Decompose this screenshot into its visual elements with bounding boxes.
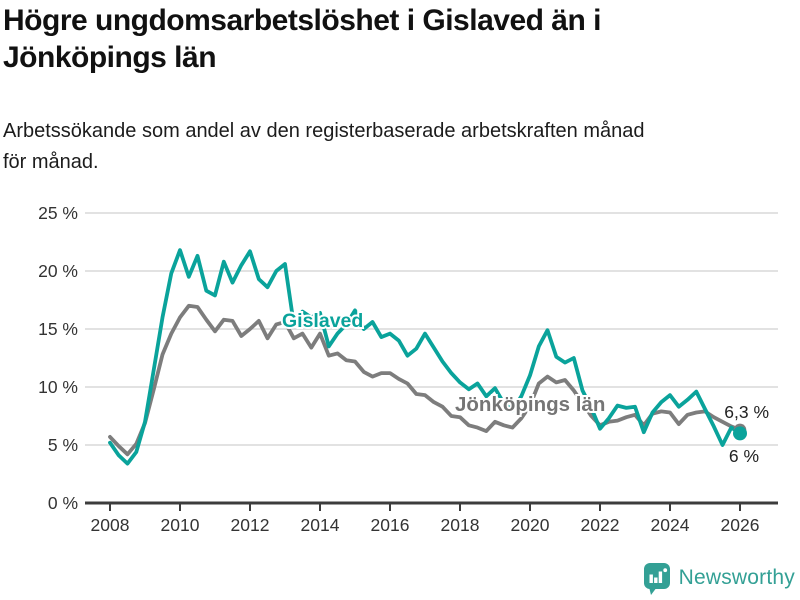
x-tick-label: 2020	[511, 515, 550, 535]
chart-header: Högre ungdomsarbetslöshet i Gislaved än …	[3, 2, 783, 76]
y-tick-label: 15 %	[38, 319, 78, 339]
x-tick-label: 2010	[161, 515, 200, 535]
y-tick-label: 10 %	[38, 377, 78, 397]
chart-subtitle: Arbetssökande som andel av den registerb…	[3, 116, 773, 178]
series-label-jonkopings-lan: Jönköpings län	[455, 393, 605, 416]
series-label-gislaved: Gislaved	[282, 310, 363, 332]
logo-bar-3	[658, 571, 662, 583]
series-line-jonkopings-lan	[108, 303, 742, 457]
subtitle-line-2: för månad.	[3, 151, 99, 173]
x-tick-label: 2014	[301, 515, 340, 535]
x-tick-label: 2018	[441, 515, 480, 535]
y-tick-label: 0 %	[48, 493, 78, 513]
series-line-gislaved	[108, 248, 742, 466]
page-title: Högre ungdomsarbetslöshet i Gislaved än …	[3, 2, 783, 76]
series-end-dot-gislaved	[733, 426, 747, 441]
end-value-label-gislaved: 6 %	[729, 446, 759, 466]
logo-bar-1	[649, 574, 653, 583]
end-value-label-jonkopings-lan: 6,3 %	[724, 402, 769, 422]
title-line-1: Högre ungdomsarbetslöshet i Gislaved än …	[3, 4, 601, 37]
y-tick-label: 20 %	[38, 261, 78, 281]
newsworthy-logo-icon	[643, 563, 670, 595]
title-line-2: Jönköpings län	[3, 41, 217, 74]
line-chart: 0 % 5 % 10 % 15 % 20 % 25 % 2008 2010 2012 2014 20…	[38, 203, 778, 535]
x-tick-label: 2022	[581, 515, 620, 535]
x-tick-label: 2012	[231, 515, 270, 535]
y-tick-label: 5 %	[48, 435, 78, 455]
y-tick-label: 25 %	[38, 203, 78, 223]
brand-name: Newsworthy	[678, 566, 795, 589]
subtitle-line-1: Arbetssökande som andel av den registerb…	[3, 120, 645, 142]
logo-bar-2	[653, 577, 658, 583]
logo-exclamation-dot	[662, 568, 667, 573]
x-tick-label: 2016	[371, 515, 410, 535]
x-tick-label: 2026	[721, 515, 760, 535]
x-tick-label: 2008	[91, 515, 130, 535]
brand-footer[interactable]: Newsworthy	[642, 561, 795, 595]
x-tick-label: 2024	[651, 515, 690, 535]
